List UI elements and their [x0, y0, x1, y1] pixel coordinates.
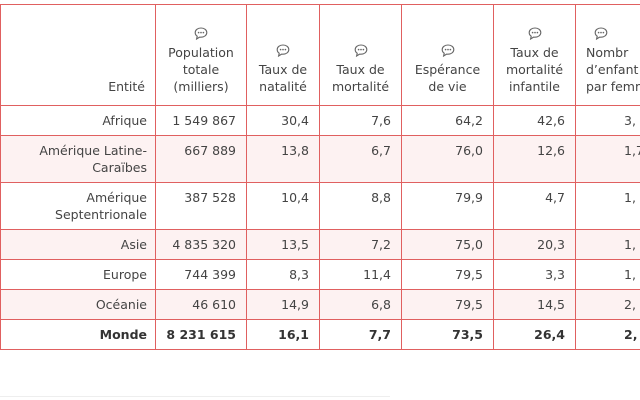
table-cell: 75,0	[401, 229, 494, 260]
table-cell: 2,	[575, 319, 640, 350]
header-text: Population totale (milliers)	[168, 45, 234, 94]
table-cell: 744 399	[155, 259, 247, 290]
column-header: Entité	[0, 4, 156, 106]
column-header: Taux de natalité	[246, 4, 320, 106]
table-cell: Asie	[0, 229, 156, 260]
column-header: Nombr d’enfant par femm	[575, 4, 640, 106]
table-cell: 1,	[575, 259, 640, 290]
column-header: Espérance de vie	[401, 4, 494, 106]
table-cell: 6,7	[319, 135, 402, 183]
table-cell: 13,8	[246, 135, 320, 183]
table-cell: 16,1	[246, 319, 320, 350]
table-cell: 7,2	[319, 229, 402, 260]
table-row: Afrique 1 549 867 30,4 7,6 64,2 42,6 3,	[0, 105, 640, 136]
table-cell: 79,5	[401, 289, 494, 320]
table-row: Monde 8 231 615 16,1 7,7 73,5 26,4 2,	[0, 319, 640, 350]
table-cell: 10,4	[246, 182, 320, 230]
table-cell: Monde	[0, 319, 156, 350]
table-cell: 3,3	[493, 259, 576, 290]
table-cell: 79,5	[401, 259, 494, 290]
table-cell: 4 835 320	[155, 229, 247, 260]
table-cell: 6,8	[319, 289, 402, 320]
comment-icon	[594, 27, 608, 40]
table-cell: 12,6	[493, 135, 576, 183]
table-cell: Afrique	[0, 105, 156, 136]
column-header: Taux de mortalité	[319, 4, 402, 106]
table-cell: Océanie	[0, 289, 156, 320]
table-cell: 79,9	[401, 182, 494, 230]
table-cell: 7,6	[319, 105, 402, 136]
header-text: Nombr d’enfant par femm	[586, 45, 640, 94]
table-cell: 46 610	[155, 289, 247, 320]
table-cell: 2,	[575, 289, 640, 320]
table-cell: Amérique Septentrionale	[0, 182, 156, 230]
table-cell: 11,4	[319, 259, 402, 290]
table-row: Europe 744 399 8,3 11,4 79,5 3,3 1,	[0, 259, 640, 290]
table-cell: 14,9	[246, 289, 320, 320]
header-row: Entité Population totale (milliers) Taux d…	[0, 4, 640, 106]
column-header: Taux de mortalité infantile	[493, 4, 576, 106]
table-cell: 1 549 867	[155, 105, 247, 136]
comment-icon	[441, 44, 454, 57]
table-cell: Europe	[0, 259, 156, 290]
column-header: Population totale (milliers)	[155, 4, 247, 106]
table-cell: 3,	[575, 105, 640, 136]
table-cell: 30,4	[246, 105, 320, 136]
table-cell: 1,	[575, 229, 640, 260]
table-cell: 387 528	[155, 182, 247, 230]
table-cell: Amérique Latine- Caraïbes	[0, 135, 156, 183]
table-wrap: Entité Population totale (milliers) Taux d…	[0, 4, 640, 350]
table-row: Asie 4 835 320 13,5 7,2 75,0 20,3 1,	[0, 229, 640, 260]
table-cell: 13,5	[246, 229, 320, 260]
table: Entité Population totale (milliers) Taux d…	[0, 4, 640, 350]
table-cell: 76,0	[401, 135, 494, 183]
table-cell: 42,6	[493, 105, 576, 136]
comment-icon	[528, 27, 541, 40]
table-cell: 20,3	[493, 229, 576, 260]
header-text: Taux de natalité	[258, 62, 308, 94]
table-cell: 1,	[575, 182, 640, 230]
divider	[0, 396, 390, 397]
header-text: Taux de mortalité infantile	[505, 45, 564, 94]
table-cell: 8,3	[246, 259, 320, 290]
table-cell: 73,5	[401, 319, 494, 350]
table-cell: 64,2	[401, 105, 494, 136]
table-cell: 26,4	[493, 319, 576, 350]
table-cell: 8 231 615	[155, 319, 247, 350]
table-row: Océanie 46 610 14,9 6,8 79,5 14,5 2,	[0, 289, 640, 320]
table-cell: 8,8	[319, 182, 402, 230]
header-text: Espérance de vie	[414, 62, 481, 94]
table-cell: 7,7	[319, 319, 402, 350]
table-cell: 667 889	[155, 135, 247, 183]
table-row: Amérique Septentrionale 387 528 10,4 8,8 79,…	[0, 182, 640, 230]
table-row: Amérique Latine- Caraïbes 667 889 13,8 6,7 7…	[0, 135, 640, 183]
table-body: Afrique 1 549 867 30,4 7,6 64,2 42,6 3, Amériqu…	[0, 105, 640, 350]
table-cell: 14,5	[493, 289, 576, 320]
comment-icon	[354, 44, 367, 57]
comment-icon	[276, 44, 290, 57]
table-cell: 1,7	[575, 135, 640, 183]
table-cell: 4,7	[493, 182, 576, 230]
header-text: Taux de mortalité	[331, 62, 390, 94]
comment-icon	[194, 27, 208, 40]
header-text: Entité	[108, 79, 145, 94]
